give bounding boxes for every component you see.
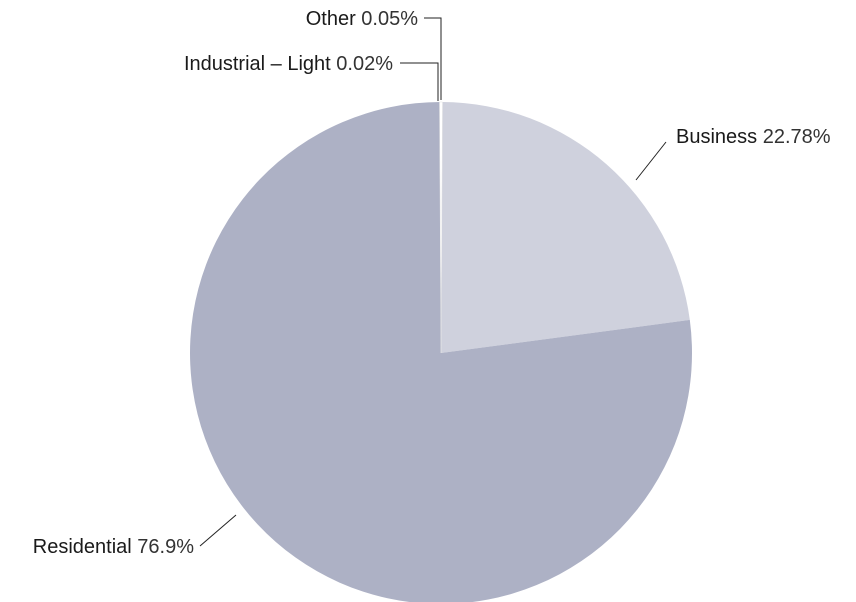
leader-line-business xyxy=(635,141,667,181)
slice-label-name-business: Business xyxy=(676,126,763,148)
pie-slice-industrial-light xyxy=(439,101,443,354)
leader-line-industrial-light xyxy=(400,62,439,101)
slice-label-name-other: Other xyxy=(306,8,362,30)
pie-slice-business xyxy=(441,102,690,353)
slice-label-value-business: 22.78% xyxy=(763,126,831,148)
slice-label-name-industrial-light: Industrial – Light xyxy=(184,53,336,75)
leader-line-residential xyxy=(199,514,237,547)
slice-label-residential: Residential 76.9% xyxy=(33,536,194,558)
slice-label-name-residential: Residential xyxy=(33,536,138,558)
slice-label-value-residential: 76.9% xyxy=(137,536,194,558)
slice-label-value-industrial-light: 0.02% xyxy=(336,53,393,75)
slice-label-business: Business 22.78% xyxy=(676,126,831,148)
slice-label-industrial-light: Industrial – Light 0.02% xyxy=(184,53,393,75)
slice-label-other: Other 0.05% xyxy=(306,8,419,30)
slice-label-value-other: 0.05% xyxy=(361,8,418,30)
leader-line-other xyxy=(424,17,442,100)
